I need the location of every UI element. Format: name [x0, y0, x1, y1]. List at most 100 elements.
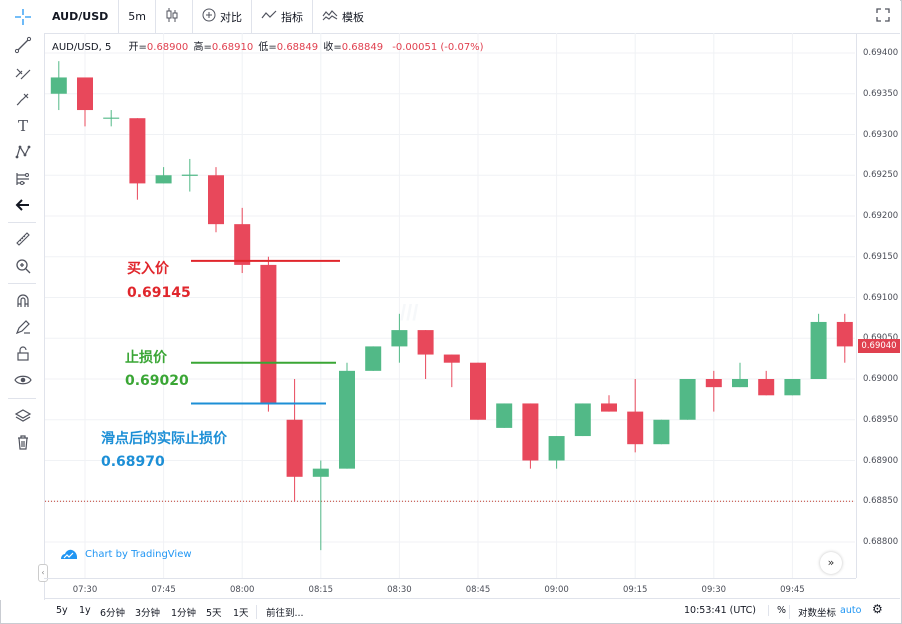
legend-high-label: 高= — [193, 42, 212, 53]
time-tick-label: 07:30 — [72, 585, 98, 595]
price-tick-label: 0.69200 — [863, 211, 899, 221]
prediction-icon[interactable] — [12, 170, 34, 190]
price-tick-label: 0.69050 — [863, 333, 899, 344]
candle-body — [653, 419, 670, 445]
candle-body — [496, 403, 513, 428]
legend-close: 0.68849 — [341, 42, 384, 53]
templates-label: 模板 — [341, 10, 364, 24]
candle-body — [758, 379, 775, 396]
candle-body — [810, 321, 827, 379]
range-5d[interactable]: 5天 — [206, 608, 222, 619]
compare-label: 对比 — [219, 10, 242, 24]
plus-circle-icon — [202, 8, 216, 26]
svg-text:///: /// — [400, 300, 418, 325]
clock-time[interactable]: 10:53:41 (UTC) — [684, 605, 756, 616]
price-tick-label: 0.69400 — [863, 48, 899, 58]
compare-button[interactable]: 对比 — [193, 0, 252, 33]
indicators-button[interactable]: 指标 — [252, 0, 313, 33]
legend-symbol: AUD/USD, 5 — [52, 42, 112, 53]
chart-type-button[interactable] — [156, 0, 193, 33]
price-axis[interactable]: 0.69400 0.69350 0.69300 0.69250 0.69200 0.691… — [856, 33, 901, 578]
last-price-label: 0.69040 — [858, 339, 900, 354]
auto-scale-toggle[interactable]: auto — [840, 605, 862, 616]
candle-body — [129, 118, 146, 184]
time-tick-label: 09:00 — [544, 585, 569, 595]
range-6m[interactable]: 6分钟 — [100, 608, 126, 619]
ruler-icon[interactable] — [12, 230, 34, 250]
stop-price-label: 止损价 — [125, 350, 167, 366]
pattern-icon[interactable] — [12, 143, 34, 163]
price-tick-label: 0.68950 — [863, 414, 899, 425]
candle — [339, 362, 355, 469]
log-scale-toggle[interactable]: 对数坐标 — [789, 605, 836, 619]
buy-price-label: 买入价 — [127, 261, 169, 277]
candle — [705, 370, 722, 412]
templates-button[interactable]: 模板 — [313, 0, 373, 33]
magnet-icon[interactable] — [12, 292, 34, 312]
fullscreen-icon[interactable] — [876, 8, 890, 26]
candle-body — [601, 403, 617, 412]
stay-in-drawing-icon[interactable] — [12, 318, 34, 338]
crosshair-icon[interactable] — [12, 8, 34, 28]
range-5y[interactable]: 5y — [56, 605, 68, 616]
candle-body — [784, 379, 801, 396]
stop-price-value: 0.69020 — [125, 373, 189, 389]
range-1m[interactable]: 1分钟 — [171, 608, 197, 619]
range-1y[interactable]: 1y — [79, 605, 91, 616]
candle-body — [234, 224, 251, 265]
collapse-tab-icon[interactable]: ‹ — [38, 564, 48, 582]
lock-icon[interactable] — [12, 345, 34, 365]
percent-toggle[interactable]: % — [768, 605, 786, 616]
price-tick-label: 0.69250 — [863, 170, 899, 181]
candle-body — [391, 330, 408, 347]
range-1d[interactable]: 1天 — [233, 608, 249, 619]
candle — [732, 362, 748, 388]
price-tick-label: 0.68850 — [863, 496, 899, 507]
fib-tool-icon[interactable] — [12, 63, 34, 83]
interval-selector[interactable]: 5m — [119, 0, 156, 33]
candle-body — [705, 379, 722, 388]
candle-body — [286, 419, 303, 477]
candle — [365, 346, 382, 371]
back-arrow-icon[interactable] — [12, 196, 34, 216]
candle-body — [365, 346, 382, 371]
candle — [417, 330, 434, 379]
text-tool-icon[interactable]: T — [17, 117, 28, 135]
trend-line-icon[interactable] — [12, 36, 34, 56]
slippage-stop-label: 滑点后的实际止损价 — [101, 431, 227, 447]
time-tick-label: 08:15 — [308, 585, 334, 595]
candle-body — [836, 321, 853, 347]
candle-body — [679, 379, 696, 420]
tradingview-credit[interactable]: Chart by TradingView — [60, 548, 192, 560]
symbol-search[interactable]: AUD/USD — [44, 0, 120, 33]
candle — [601, 395, 617, 412]
candle-body — [155, 175, 172, 184]
trash-icon[interactable] — [12, 433, 34, 453]
candle — [784, 379, 801, 396]
settings-gear-icon[interactable]: ⚙ — [872, 602, 883, 616]
layers-icon[interactable] — [12, 407, 34, 427]
scroll-to-realtime-button[interactable]: » — [820, 552, 842, 574]
double-chevron-right-icon: » — [827, 556, 835, 569]
zoom-in-icon[interactable] — [12, 257, 34, 277]
price-tick-label: 0.69150 — [863, 251, 899, 262]
legend-close-label: 收= — [323, 42, 342, 53]
time-tick-label: 08:30 — [387, 585, 412, 595]
time-axis[interactable]: 07:30 07:45 08:00 08:15 08:30 08:45 09:00 09:15… — [44, 578, 856, 599]
brush-icon[interactable] — [12, 90, 34, 110]
candle — [758, 370, 775, 396]
goto-date-button[interactable]: 前往到... — [256, 605, 304, 619]
candle-body — [574, 403, 591, 437]
symbol-label: AUD/USD — [52, 10, 109, 23]
legend-low-label: 低= — [258, 42, 277, 53]
candle — [181, 158, 198, 192]
range-3m[interactable]: 3分钟 — [135, 608, 161, 619]
candle — [391, 313, 408, 363]
eye-icon[interactable] — [12, 371, 34, 391]
slippage-stop-value: 0.68970 — [101, 454, 165, 470]
time-tick-label: 09:30 — [701, 585, 727, 595]
buy-price-value: 0.69145 — [127, 285, 191, 301]
candle — [522, 403, 539, 469]
ohlc-legend: AUD/USD, 5 开=0.68900 高=0.68910 低=0.68849… — [52, 38, 484, 53]
